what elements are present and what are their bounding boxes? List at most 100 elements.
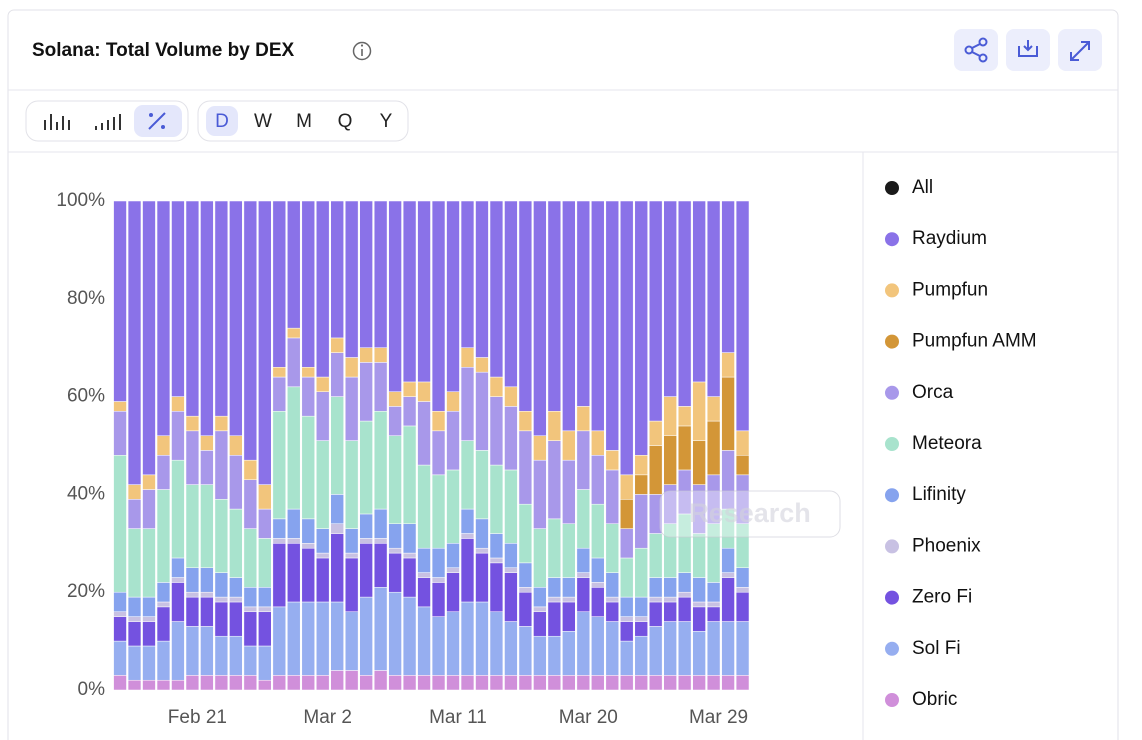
bar-segment	[127, 484, 142, 500]
bar-segment	[489, 557, 504, 564]
legend-dot[interactable]	[885, 232, 899, 247]
legend-label[interactable]: Zero Fi	[912, 587, 972, 608]
legend-dot[interactable]	[885, 385, 899, 400]
stacked-type-button[interactable]	[95, 114, 121, 130]
bar-segment	[706, 582, 721, 603]
bar-segment	[344, 611, 359, 671]
bar-segment	[634, 616, 648, 622]
legend-label[interactable]: Sol Fi	[912, 638, 961, 659]
share-button[interactable]	[954, 29, 998, 71]
bar-segment	[706, 675, 721, 691]
interval-button[interactable]: Q	[338, 111, 353, 132]
bar-segment	[562, 577, 576, 598]
bar-segment	[287, 337, 301, 388]
bar-segment	[533, 675, 547, 691]
interval-button[interactable]: W	[254, 111, 272, 132]
bar-segment	[156, 489, 171, 583]
legend-dot[interactable]	[885, 283, 899, 298]
legend-label[interactable]: Orca	[912, 382, 954, 403]
bar-segment	[373, 538, 388, 544]
legend-label[interactable]: Phoenix	[912, 535, 981, 556]
interval-button[interactable]: D	[215, 111, 229, 132]
legend-dot[interactable]	[885, 334, 899, 349]
bar-segment	[417, 401, 431, 466]
expand-button[interactable]	[1058, 29, 1102, 71]
legend-dot[interactable]	[885, 488, 899, 503]
bar-segment	[258, 606, 272, 613]
bar-segment	[446, 411, 460, 471]
bar-segment	[272, 538, 286, 544]
bar-segment	[533, 606, 547, 613]
bar-segment	[388, 406, 402, 436]
download-button[interactable]	[1006, 29, 1050, 71]
legend-dot[interactable]	[885, 693, 899, 707]
legend-label[interactable]: Meteora	[912, 433, 982, 454]
bar-segment	[620, 596, 634, 617]
legend-label[interactable]: All	[912, 177, 933, 198]
legend-label[interactable]: Obric	[912, 689, 957, 710]
bar-segment	[634, 547, 648, 598]
percent-icon-dot	[149, 113, 153, 117]
bar-segment	[272, 376, 286, 412]
bar-segment	[576, 200, 591, 407]
bar-segment	[142, 489, 156, 529]
info-icon[interactable]	[352, 41, 372, 61]
bar-segment	[677, 596, 692, 622]
bar-segment	[706, 621, 721, 676]
bar-segment	[475, 450, 489, 520]
bar-segment	[359, 362, 373, 422]
bar-segment	[156, 679, 171, 691]
legend-dot[interactable]	[885, 437, 899, 451]
bar-segment	[214, 415, 229, 432]
legend-label[interactable]: Pumpfun AMM	[912, 331, 1037, 352]
bar-type-button[interactable]	[44, 114, 70, 130]
bar-segment	[229, 635, 243, 676]
legend-label[interactable]: Lifinity	[912, 484, 966, 505]
bar-segment	[562, 459, 576, 524]
bar-segment	[287, 601, 301, 676]
legend-label[interactable]: Raydium	[912, 228, 987, 249]
bar-segment	[185, 200, 200, 417]
bar-segment	[489, 611, 504, 676]
bar-segment	[330, 396, 344, 495]
bar-segment	[649, 675, 663, 691]
bar-segment	[431, 200, 446, 412]
bar-segment	[489, 562, 504, 613]
bar-segment	[156, 435, 171, 456]
bar-segment	[142, 528, 156, 598]
bar-segment	[359, 675, 373, 691]
bar-segment	[475, 371, 489, 451]
bar-segment	[547, 200, 562, 412]
bar-segment	[634, 675, 648, 691]
bar-segment	[489, 464, 504, 534]
bar-segment	[272, 518, 286, 539]
bar-segment	[417, 572, 431, 578]
legend-label[interactable]: Pumpfun	[912, 279, 988, 300]
legend-dot[interactable]	[885, 590, 899, 605]
bar-segment	[185, 430, 200, 485]
legend-dot[interactable]	[885, 539, 899, 554]
bar-segment	[301, 518, 315, 544]
y-tick-label: 100%	[56, 190, 105, 211]
interval-button[interactable]: Y	[380, 111, 393, 132]
interval-switch	[197, 100, 409, 142]
bar-segment	[504, 386, 518, 407]
bar-segment	[663, 435, 677, 485]
bar-segment	[634, 455, 648, 476]
bar-segment	[562, 430, 576, 461]
bar-segment	[127, 616, 142, 622]
legend-dot[interactable]	[885, 181, 899, 195]
x-tick-label: Mar 29	[689, 707, 748, 728]
bar-segment	[518, 503, 533, 564]
bar-segment	[171, 557, 185, 578]
interval-button[interactable]: M	[296, 111, 312, 132]
bar-segment	[649, 577, 663, 598]
bar-segment	[316, 675, 330, 691]
bar-segment	[287, 200, 301, 329]
legend-dot[interactable]	[885, 641, 899, 656]
bar-segment	[735, 621, 750, 676]
bar-segment	[431, 675, 446, 691]
x-tick-label: Feb 21	[168, 707, 227, 728]
bar-segment	[431, 430, 446, 476]
